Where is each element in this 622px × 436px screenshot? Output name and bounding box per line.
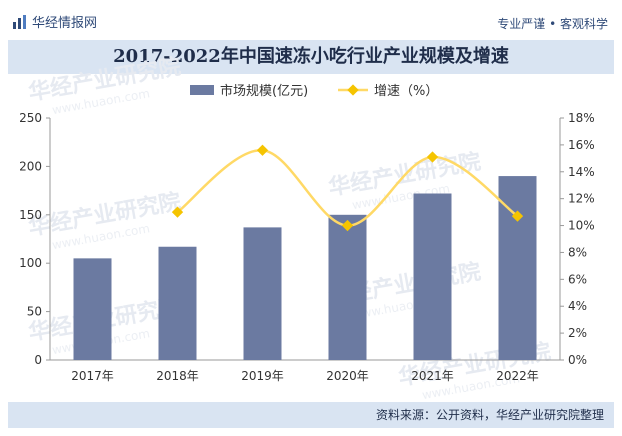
chart-title: 2017-2022年中国速冻小吃行业产业规模及增速 <box>8 40 614 74</box>
x-tick-label: 2021年 <box>411 369 454 383</box>
bar <box>243 227 282 360</box>
y-right-tick-label: 14% <box>568 165 595 179</box>
y-left-tick-label: 50 <box>27 305 42 319</box>
legend-line-label: 增速（%） <box>374 84 438 99</box>
brand-slogan: 专业严谨 • 客观科学 <box>497 17 608 31</box>
growth-point <box>511 210 524 222</box>
brand-logo-icon <box>13 14 26 29</box>
y-right-tick-label: 10% <box>568 219 595 233</box>
y-right-tick-label: 8% <box>568 245 587 259</box>
x-tick-label: 2022年 <box>496 369 539 383</box>
y-right-tick-label: 4% <box>568 299 587 313</box>
x-tick-label: 2017年 <box>71 369 114 383</box>
bar <box>158 246 197 360</box>
source-note: 资料来源：公开资料，华经产业研究院整理 <box>8 402 614 428</box>
x-tick-label: 2018年 <box>156 369 199 383</box>
bar <box>413 193 452 360</box>
axes: 0 50 100 150 200 250 0% 2% 4% 6% 8% 10% 12% 14% 16% 18%… <box>19 111 595 383</box>
x-tick-label: 2019年 <box>241 369 284 383</box>
y-right-tick-label: 18% <box>568 111 595 125</box>
bar <box>498 176 537 360</box>
legend-bar-label: 市场规模(亿元) <box>220 83 308 99</box>
y-right-tick-label: 16% <box>568 138 595 152</box>
header: 华经情报网 专业严谨 • 客观科学 <box>8 6 614 34</box>
growth-point <box>341 219 354 232</box>
bar <box>73 258 112 360</box>
growth-point <box>426 151 439 163</box>
y-left-tick-label: 200 <box>19 159 42 173</box>
growth-point <box>171 206 184 218</box>
brand-logo: 华经情报网 <box>12 12 97 31</box>
brand-name: 华经情报网 <box>32 16 98 31</box>
y-right-tick-label: 0% <box>568 353 587 367</box>
x-tick-label: 2020年 <box>326 369 369 383</box>
y-left-tick-label: 250 <box>19 111 42 125</box>
y-right-tick-label: 6% <box>568 272 587 286</box>
y-left-tick-label: 150 <box>19 208 42 222</box>
bar <box>328 214 367 360</box>
bars <box>73 176 537 360</box>
legend-bar-swatch <box>190 85 214 95</box>
y-right-tick-label: 2% <box>568 326 587 340</box>
growth-line <box>171 144 524 232</box>
y-left-tick-label: 0 <box>34 353 42 367</box>
y-left-tick-label: 100 <box>19 256 42 270</box>
legend: 市场规模(亿元) 增速（%） <box>190 83 438 99</box>
growth-point <box>256 144 269 156</box>
legend-line-marker <box>347 84 359 96</box>
y-right-tick-label: 12% <box>568 192 595 206</box>
